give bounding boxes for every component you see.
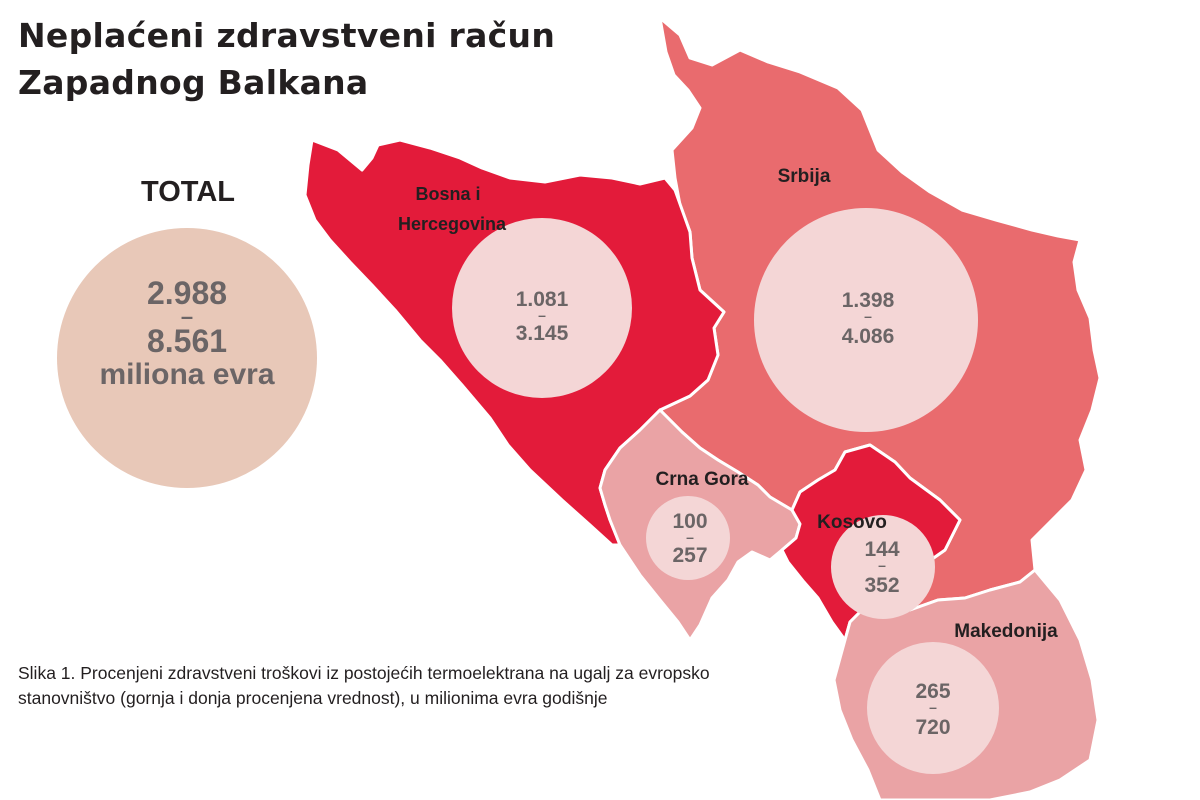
title-line-1: Neplaćeni zdravstveni račun (18, 16, 556, 55)
region-crna-gora-low: 100 (672, 510, 707, 533)
region-kosovo-name: Kosovo (817, 512, 887, 533)
total-unit: miliona evra (99, 358, 275, 391)
page-title: Neplaćeni zdravstveni račun Zapadnog Bal… (18, 12, 555, 106)
region-bih-low: 1.081 (516, 288, 569, 311)
region-kosovo-low: 144 (864, 538, 899, 561)
region-crna-gora-high: 257 (672, 544, 707, 567)
region-bih-circle (452, 218, 632, 398)
region-srbija-high: 4.086 (842, 325, 895, 348)
title-line-2: Zapadnog Balkana (18, 63, 369, 102)
region-makedonija-dash: – (929, 699, 937, 715)
region-crna-gora-circle (646, 496, 730, 580)
region-kosovo-dash: – (878, 557, 886, 573)
total-circle (57, 228, 317, 488)
total-high: 8.561 (146, 323, 228, 359)
region-bih-high: 3.145 (516, 322, 569, 345)
region-makedonija-circle (867, 642, 999, 774)
total-label: TOTAL (141, 176, 235, 208)
region-srbija-dash: – (864, 308, 872, 324)
region-makedonija-name: Makedonija (954, 621, 1058, 642)
region-makedonija-high: 720 (915, 716, 950, 739)
total-low: 2.988 (146, 275, 228, 311)
region-crna-gora-dash: – (686, 529, 694, 545)
total-value: 2.988 – 8.561 miliona evra (57, 276, 317, 392)
total-dash: – (180, 304, 194, 329)
region-srbija-name: Srbija (778, 166, 831, 187)
region-bih-dash: – (538, 307, 546, 323)
region-kosovo-high: 352 (864, 574, 899, 597)
region-kosovo-circle (831, 515, 935, 619)
region-bih-name-1: Bosna i (415, 184, 480, 204)
region-bih-name-2: Hercegovina (398, 214, 507, 234)
region-srbija-circle (754, 208, 978, 432)
region-makedonija-low: 265 (915, 680, 950, 703)
figure-caption: Slika 1. Procenjeni zdravstveni troškovi… (18, 663, 710, 708)
region-srbija-low: 1.398 (842, 289, 895, 312)
region-crna-gora-name: Crna Gora (656, 469, 749, 490)
